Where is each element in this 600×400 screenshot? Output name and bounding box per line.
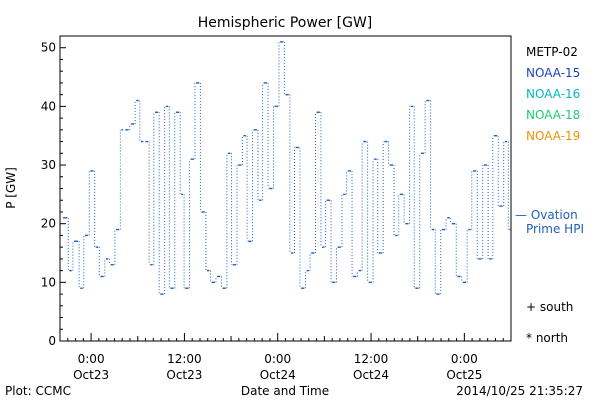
- y-tick-label: 10: [41, 275, 56, 289]
- x-tick-time-label: 12:00: [354, 352, 389, 366]
- legend-entry: METP-02: [526, 45, 578, 59]
- y-tick-label: 0: [48, 334, 56, 348]
- y-tick-label: 20: [41, 217, 56, 231]
- x-axis: 0:00 Oct23 12:00 Oct23 0:00 Oct24 12:00 Oct24 0:…: [59, 333, 512, 382]
- x-tick-date-label: Oct23: [73, 368, 109, 382]
- x-tick-time-label: 0:00: [451, 352, 478, 366]
- legend-entry: NOAA-15: [526, 66, 580, 80]
- x-tick-time-label: 0:00: [264, 352, 291, 366]
- y-tick-label: 30: [41, 158, 56, 172]
- legend-entry: NOAA-19: [526, 129, 580, 143]
- legend-entry: NOAA-16: [526, 87, 580, 101]
- x-tick-date-label: Oct25: [446, 368, 482, 382]
- footer-plot-credit: Plot: CCMC: [5, 384, 71, 398]
- ovation-label-line2: Prime HPI: [526, 222, 584, 236]
- y-axis: 0 10 20 30 40 50: [41, 35, 66, 348]
- x-tick-date-label: Oct24: [353, 368, 389, 382]
- x-axis-label: Date and Time: [241, 384, 329, 398]
- y-tick-label: 50: [41, 41, 56, 55]
- marker-key-entry: * north: [526, 331, 568, 345]
- legend-entry: NOAA-18: [526, 108, 580, 122]
- y-axis-label: P [GW]: [4, 167, 18, 209]
- legend: METP-02 NOAA-15 NOAA-16 NOAA-18 NOAA-19: [526, 45, 580, 143]
- ovation-label-line1: — Ovation: [515, 208, 578, 222]
- x-tick-time-label: 12:00: [167, 352, 202, 366]
- chart-title: Hemispheric Power [GW]: [198, 15, 373, 31]
- y-tick-label: 40: [41, 99, 56, 113]
- plot-frame: [59, 35, 512, 342]
- x-tick-time-label: 0:00: [78, 352, 105, 366]
- marker-key-entry: + south: [526, 300, 573, 314]
- series-layer: [63, 41, 511, 295]
- marker-key: + south * north: [526, 300, 573, 345]
- footer-timestamp: 2014/10/25 21:35:27: [456, 384, 583, 398]
- x-tick-date-label: Oct24: [260, 368, 296, 382]
- x-tick-date-label: Oct23: [166, 368, 202, 382]
